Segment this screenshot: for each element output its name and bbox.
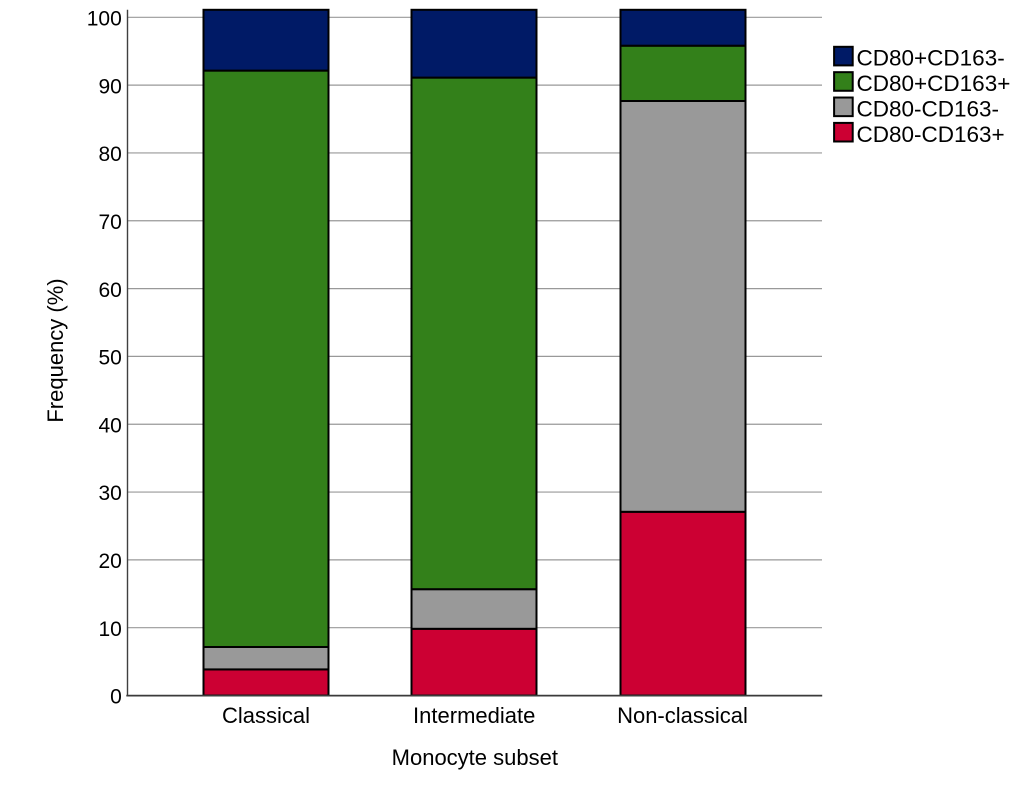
svg-text:Intermediate: Intermediate: [413, 703, 535, 728]
svg-text:100: 100: [87, 8, 122, 31]
svg-text:Frequency (%): Frequency (%): [43, 278, 68, 422]
svg-text:CD80+CD163-: CD80+CD163-: [857, 46, 1005, 71]
svg-text:Monocyte subset: Monocyte subset: [392, 745, 558, 770]
svg-text:30: 30: [98, 482, 121, 505]
svg-text:80: 80: [98, 143, 121, 166]
svg-text:90: 90: [98, 75, 121, 98]
svg-text:50: 50: [98, 347, 121, 370]
svg-text:Classical: Classical: [222, 703, 310, 728]
svg-text:CD80-CD163+: CD80-CD163+: [857, 122, 1005, 147]
svg-text:40: 40: [98, 414, 121, 437]
svg-text:0: 0: [110, 686, 122, 709]
svg-text:Non-classical: Non-classical: [617, 703, 748, 728]
svg-text:CD80-CD163-: CD80-CD163-: [857, 96, 1000, 121]
svg-text:20: 20: [98, 550, 121, 573]
svg-text:60: 60: [98, 279, 121, 302]
svg-text:CD80+CD163+: CD80+CD163+: [857, 71, 1011, 96]
svg-text:10: 10: [98, 618, 121, 641]
svg-text:70: 70: [98, 211, 121, 234]
